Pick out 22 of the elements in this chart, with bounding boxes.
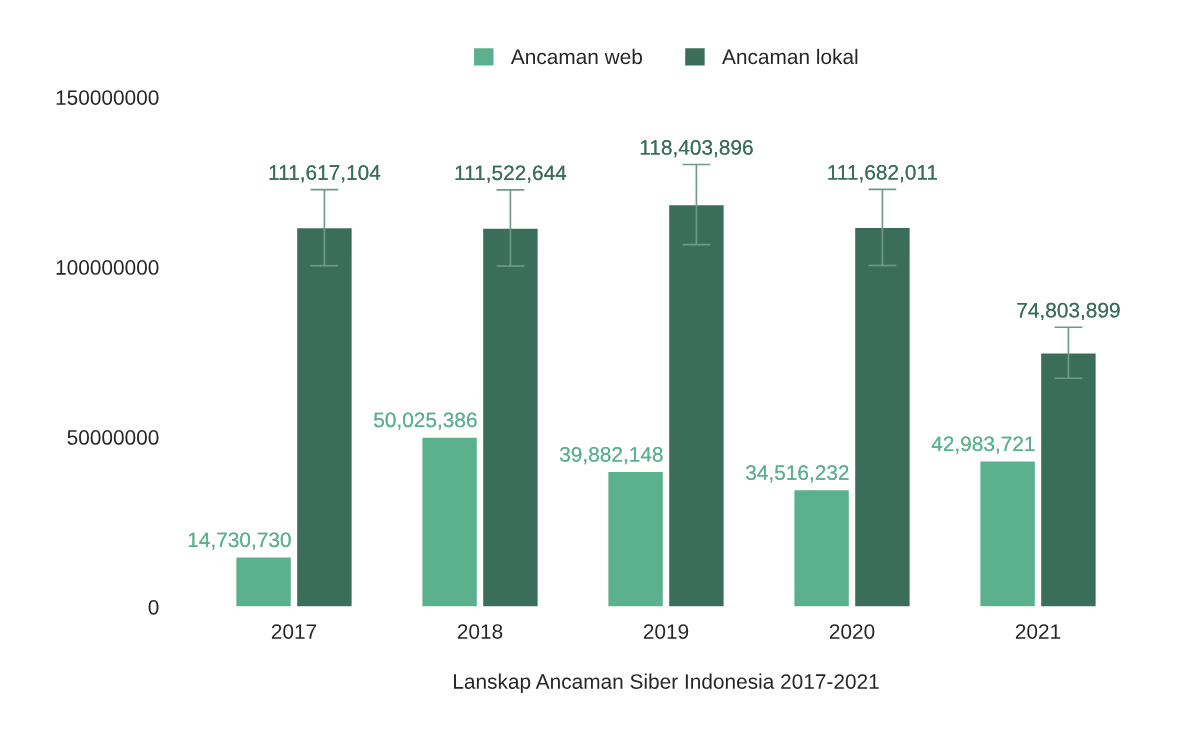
- x-tick-label: 2020: [829, 624, 875, 639]
- x-tick-label: 2021: [1015, 624, 1061, 639]
- data-label: 34,516,232: [746, 465, 849, 483]
- data-label: 42,983,721: [931, 436, 1035, 454]
- y-tick-label: 0: [148, 599, 159, 615]
- data-label: 118,403,896: [640, 140, 753, 158]
- data-label: 111,682,011: [828, 164, 938, 183]
- data-label: 50,025,386: [374, 412, 477, 430]
- x-tick-label: 2019: [643, 624, 689, 639]
- x-axis-title: Lanskap Ancaman Siber Indonesia 2017-2021: [454, 673, 879, 694]
- x-tick-label: 2018: [457, 624, 503, 639]
- data-label: 111,617,104: [269, 165, 381, 183]
- y-tick-label: 150000000: [56, 90, 159, 105]
- y-tick-label: 100000000: [56, 260, 159, 275]
- data-label: 74,803,899: [1017, 302, 1120, 321]
- y-tick-label: 50000000: [67, 430, 159, 445]
- data-label: 14,730,730: [188, 532, 291, 550]
- data-label: 39,882,148: [560, 447, 663, 465]
- legend-label: Ancaman web: [510, 48, 642, 65]
- data-label: 111,522,644: [455, 165, 567, 183]
- legend-label: Ancaman lokal: [722, 48, 858, 65]
- x-tick-label: 2017: [271, 624, 317, 639]
